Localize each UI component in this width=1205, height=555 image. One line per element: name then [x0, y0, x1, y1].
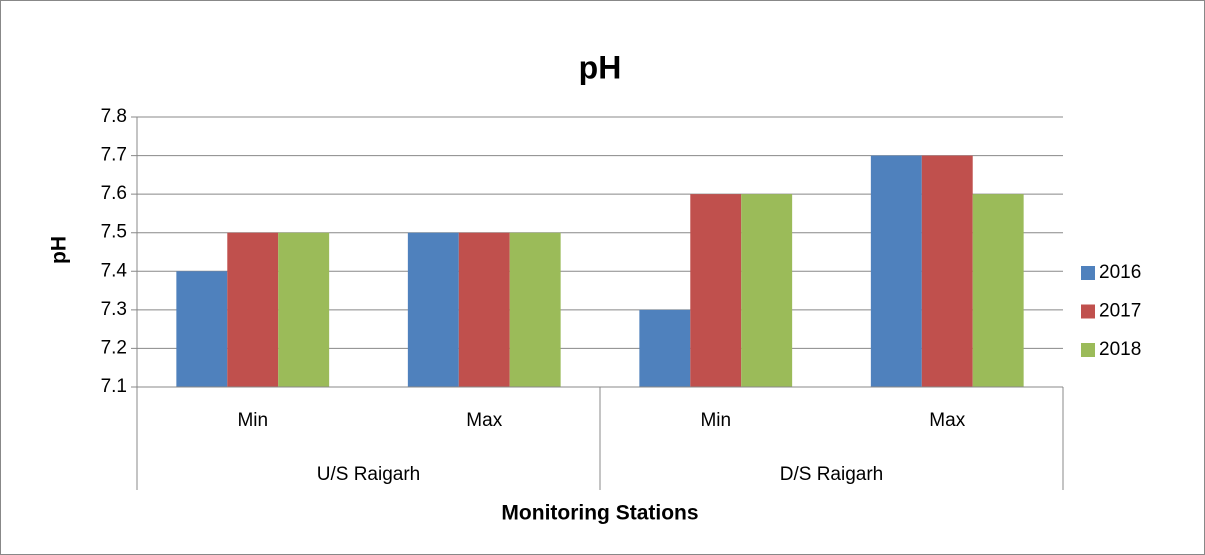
- bar: [972, 194, 1024, 387]
- x-tick-label: Max: [466, 410, 502, 431]
- chart-title: pH: [579, 49, 622, 85]
- legend-swatch: [1081, 304, 1095, 319]
- bar: [741, 194, 793, 387]
- group-label: D/S Raigarh: [780, 464, 884, 485]
- group-label: U/S Raigarh: [317, 464, 421, 485]
- bar: [278, 232, 330, 387]
- bar: [639, 309, 691, 387]
- y-tick-label: 7.5: [101, 222, 127, 243]
- bar: [870, 155, 922, 387]
- legend-label: 2018: [1099, 339, 1141, 360]
- x-axis-title: Monitoring Stations: [501, 502, 698, 525]
- legend-swatch: [1081, 343, 1095, 357]
- y-tick-label: 7.6: [101, 183, 127, 204]
- y-axis-title: pH: [48, 236, 71, 264]
- bar: [407, 232, 459, 387]
- x-tick-label: Min: [700, 410, 731, 431]
- y-tick-label: 7.3: [101, 299, 127, 320]
- legend-label: 2016: [1099, 262, 1141, 283]
- bar: [458, 232, 510, 387]
- bar: [509, 232, 561, 387]
- bar: [227, 232, 279, 387]
- x-tick-label: Max: [929, 410, 965, 431]
- y-tick-label: 7.1: [101, 376, 127, 397]
- y-tick-label: 7.2: [101, 337, 127, 358]
- legend-label: 2017: [1099, 301, 1141, 322]
- bar: [921, 155, 973, 387]
- y-tick-label: 7.4: [101, 260, 128, 281]
- y-tick-label: 7.7: [101, 145, 127, 166]
- bar: [176, 271, 228, 387]
- bar: [690, 194, 742, 387]
- legend-swatch: [1081, 266, 1095, 280]
- x-tick-label: Min: [237, 410, 268, 431]
- y-tick-label: 7.8: [101, 106, 127, 127]
